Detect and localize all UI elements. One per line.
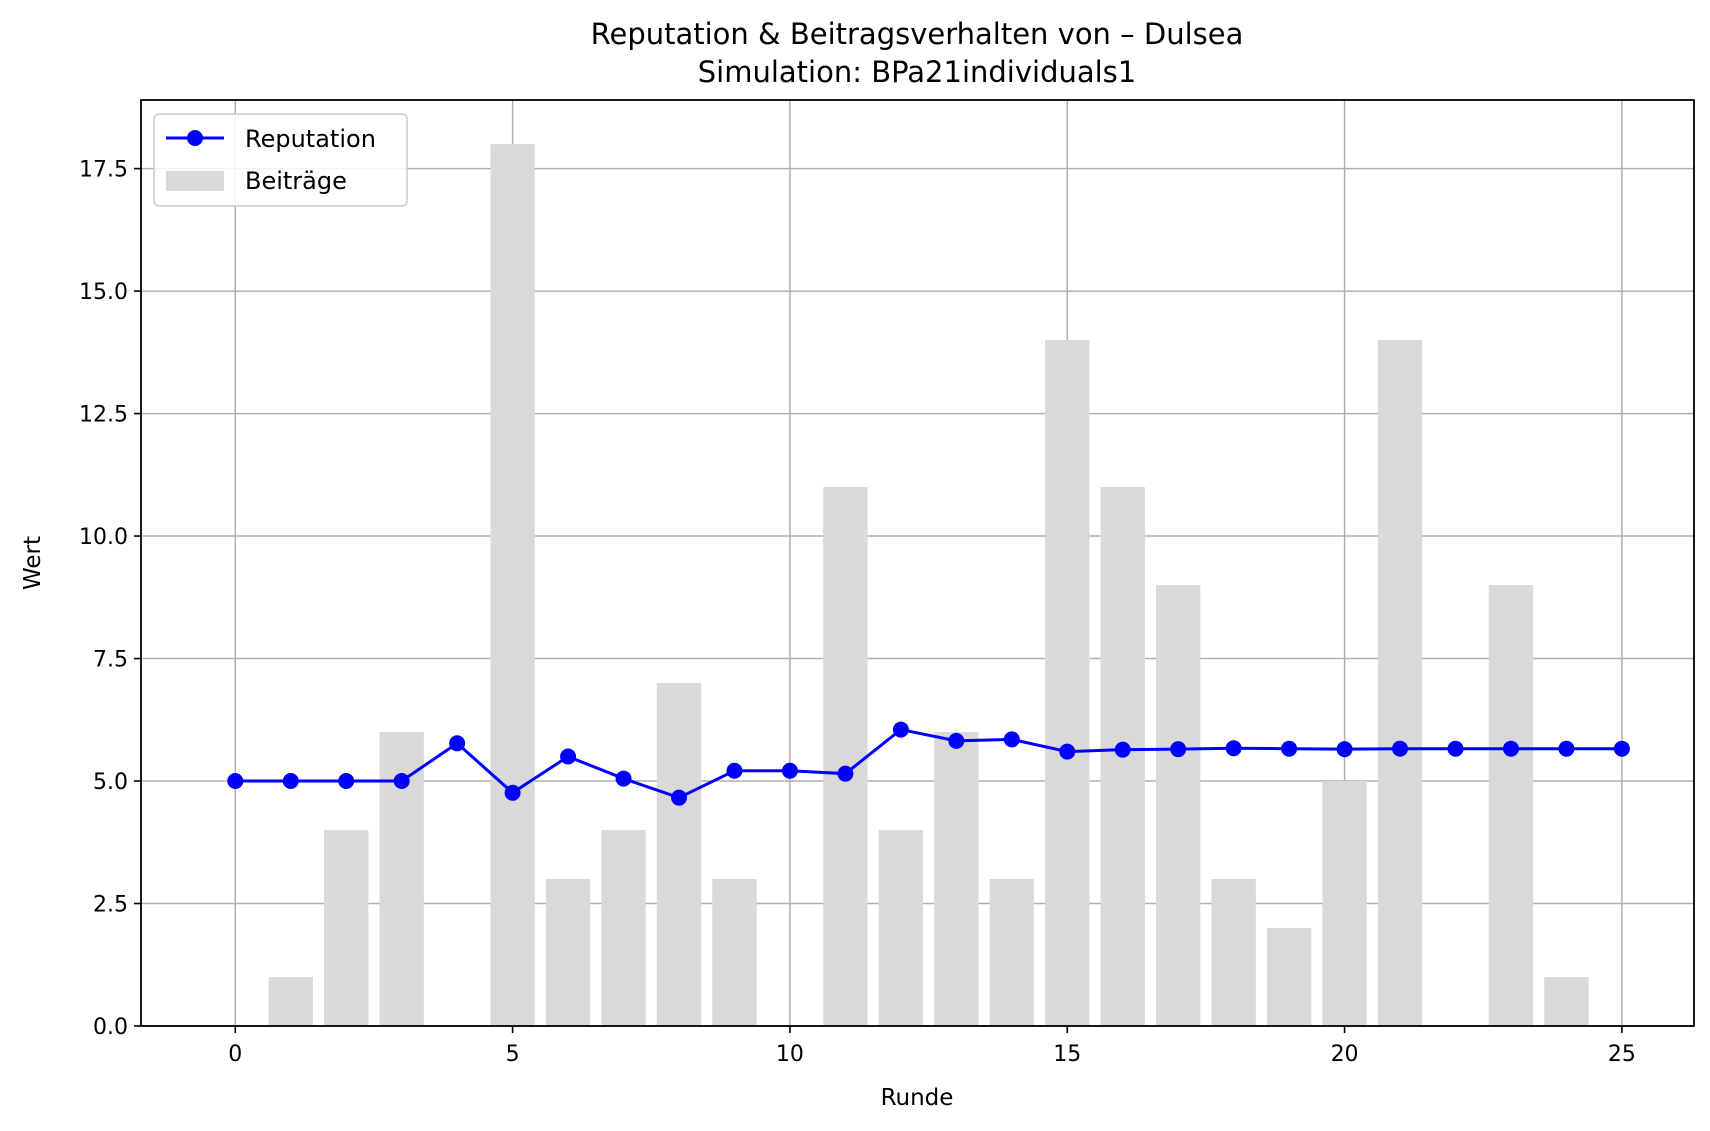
legend-reputation-label: Reputation [245, 125, 376, 153]
bar [1322, 781, 1367, 1026]
reputation-point [1225, 740, 1242, 757]
bar [1211, 879, 1256, 1026]
bar [1488, 585, 1534, 1026]
bar [823, 487, 868, 1026]
reputation-point [504, 784, 521, 801]
legend-beitraege-label: Beiträge [245, 167, 347, 195]
x-tick-label: 20 [1331, 1042, 1359, 1067]
reputation-point [1336, 741, 1353, 758]
chart-subtitle: Simulation: BPa21individuals1 [698, 55, 1137, 89]
bar [989, 879, 1034, 1026]
reputation-point [671, 789, 688, 806]
y-tick-label: 7.5 [93, 648, 128, 673]
y-axis-ticks: 0.0 2.5 5.0 7.5 10.0 12.5 15.0 17.5 [79, 158, 141, 1040]
bar [656, 683, 702, 1026]
x-axis-label: Runde [881, 1085, 954, 1111]
bar [1045, 340, 1090, 1026]
reputation-point [393, 773, 410, 790]
y-tick-label: 2.5 [93, 893, 128, 918]
y-tick-label: 0.0 [93, 1015, 128, 1040]
bar [878, 830, 924, 1026]
reputation-point [1114, 741, 1131, 758]
y-tick-label: 12.5 [79, 403, 128, 428]
y-tick-label: 15.0 [79, 280, 128, 305]
reputation-point [338, 773, 355, 790]
x-tick-label: 25 [1608, 1042, 1636, 1067]
reputation-point [1281, 740, 1298, 757]
x-tick-label: 10 [776, 1042, 804, 1067]
reputation-point [1613, 740, 1630, 757]
bar [268, 977, 313, 1026]
x-tick-label: 0 [228, 1042, 242, 1067]
bar [1155, 585, 1201, 1026]
reputation-series [227, 721, 1630, 806]
bar [1544, 977, 1589, 1026]
bars-series [268, 144, 1589, 1027]
reputation-point [615, 770, 632, 787]
y-tick-label: 5.0 [93, 770, 128, 795]
reputation-point [1059, 743, 1076, 760]
x-tick-label: 5 [506, 1042, 520, 1067]
reputation-point [227, 773, 244, 790]
reputation-point [1003, 731, 1020, 748]
grid [141, 100, 1694, 1027]
reputation-point [892, 721, 909, 738]
reputation-point [726, 762, 743, 779]
bar [712, 879, 757, 1026]
legend-beitraege-swatch-icon [166, 171, 224, 191]
legend-reputation-marker-icon [187, 130, 203, 146]
reputation-point [1392, 740, 1409, 757]
y-tick-label: 17.5 [79, 158, 128, 183]
reputation-point [1502, 740, 1519, 757]
reputation-line [235, 727, 1622, 800]
bar [601, 830, 646, 1026]
y-tick-label: 10.0 [79, 525, 128, 550]
legend: Reputation Beiträge [153, 113, 408, 207]
x-tick-label: 15 [1053, 1042, 1081, 1067]
x-axis-ticks: 0 5 10 15 20 25 [228, 1026, 1636, 1067]
reputation-point [560, 748, 577, 765]
reputation-point [1170, 741, 1187, 758]
bar [324, 830, 369, 1026]
plot-area-frame [140, 99, 1695, 1027]
reputation-point [449, 735, 466, 752]
reputation-point [1447, 740, 1464, 757]
bar [1377, 340, 1423, 1026]
reputation-point [948, 732, 965, 749]
chart-title: Reputation & Beitragsverhalten von – Dul… [591, 17, 1244, 51]
reputation-point [781, 762, 798, 779]
reputation-point [837, 765, 854, 782]
bar [1266, 928, 1312, 1026]
bar [490, 144, 535, 1027]
bar [545, 879, 591, 1026]
y-axis-label: Wert [20, 536, 46, 590]
bar [934, 732, 979, 1026]
reputation-point [282, 773, 299, 790]
reputation-point [1558, 740, 1575, 757]
